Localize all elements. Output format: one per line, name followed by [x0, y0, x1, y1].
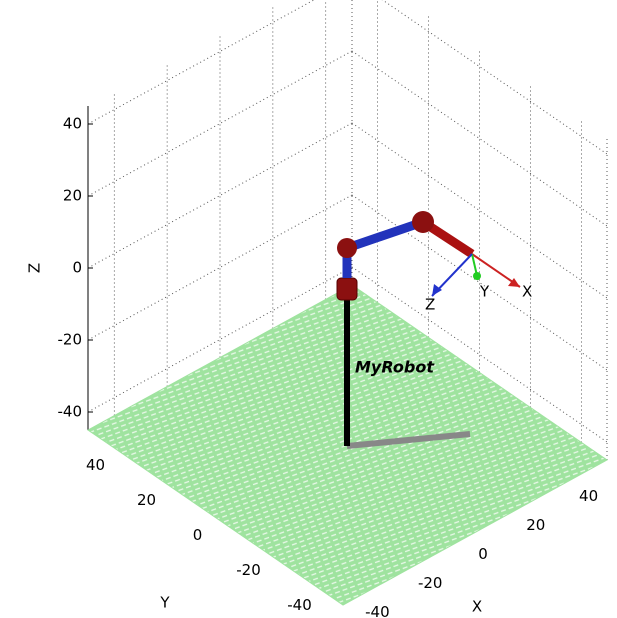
robot-name: MyRobot	[355, 358, 435, 377]
chart: MyRobot X Y Z Z Y X -40 -20 0 20 40 -40 -20 0 20…	[0, 0, 617, 618]
x-tick-label: 40	[579, 487, 598, 505]
z-tick-label: 0	[72, 259, 82, 277]
y-tick-label: 40	[86, 456, 105, 474]
x-axis-label: X	[472, 598, 482, 616]
frame-label: Y	[479, 283, 490, 301]
frame-label: Z	[425, 296, 435, 314]
x-tick-label: -40	[365, 603, 390, 618]
arrow	[473, 272, 481, 280]
z-tick-label: -20	[58, 331, 83, 349]
z-tick-label: 20	[63, 187, 82, 205]
x-tick-label: -20	[418, 574, 443, 592]
joint	[337, 238, 357, 258]
joint	[337, 278, 357, 300]
z-axis-label: Z	[26, 263, 44, 273]
frame-label: X	[522, 283, 532, 301]
y-tick-label: -20	[236, 561, 261, 579]
joint	[412, 211, 434, 233]
link	[347, 222, 423, 248]
y-tick-label: 0	[193, 526, 203, 544]
grid-line	[352, 0, 607, 154]
y-axis-label: Y	[159, 594, 170, 612]
y-tick-label: -40	[287, 596, 312, 614]
z-tick-label: -40	[58, 403, 83, 421]
y-tick-label: 20	[137, 491, 156, 509]
x-tick-label: 0	[478, 545, 488, 563]
z-tick-label: 40	[63, 115, 82, 133]
x-tick-label: 20	[526, 516, 545, 534]
